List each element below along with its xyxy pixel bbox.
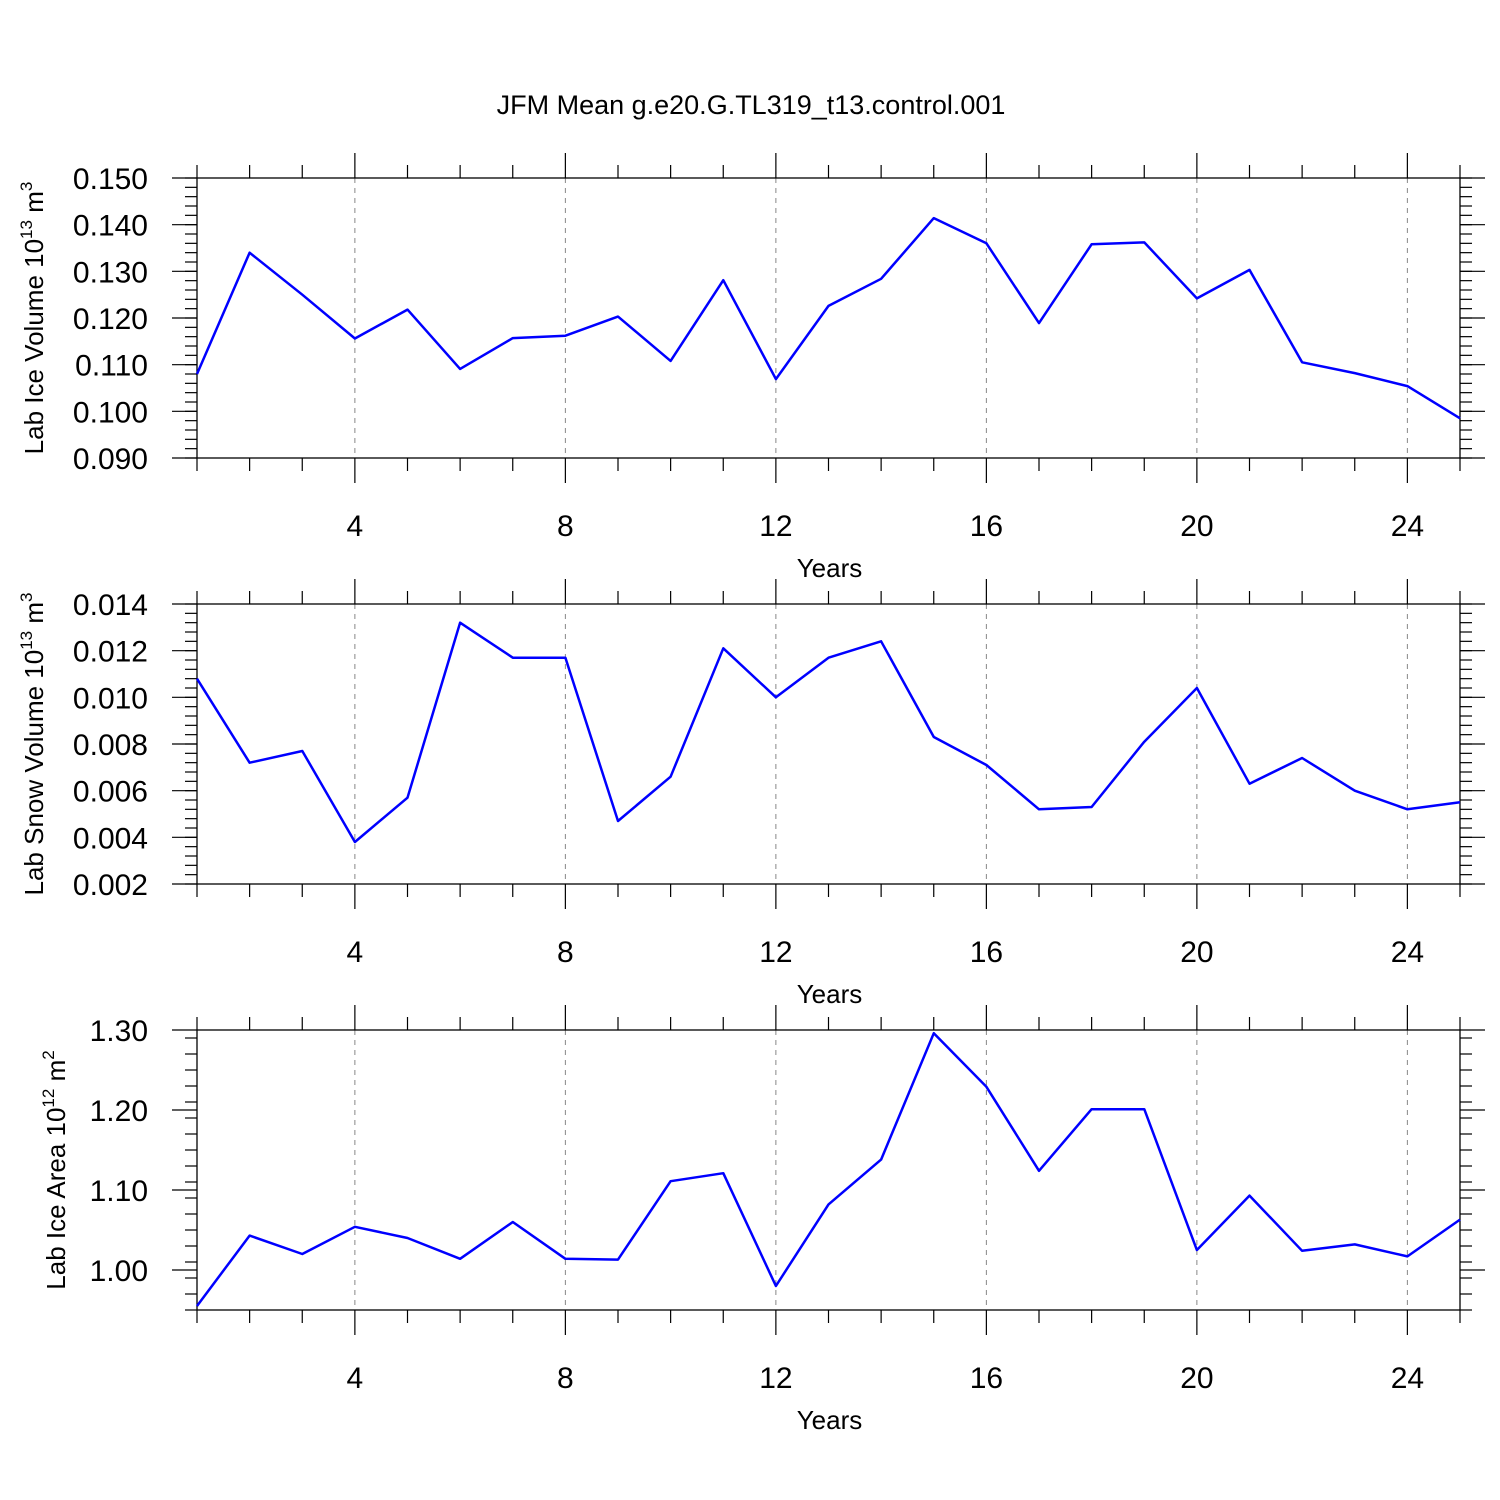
y-tick-label: 0.100 [73,396,148,429]
x-tick-label: 12 [759,1362,792,1395]
y-axis-title: Lab Ice Area 1012 m2 [39,1050,71,1289]
y-axis-title-exponent: 12 [39,1089,58,1108]
x-tick-label: 24 [1391,510,1424,543]
x-tick-label: 20 [1180,936,1213,969]
y-axis-title-unit-exponent: 3 [17,592,36,601]
y-axis-title-exponent: 13 [17,220,36,239]
panels-group: 4 8 12 16 20 240.0900.1000.1100.1200.1300.140… [17,153,1485,1435]
y-axis-title-unit: m [19,191,49,220]
x-tick-label: 8 [557,936,574,969]
x-tick-label: 8 [557,510,574,543]
plot-frame [196,1029,1461,1311]
y-axis-title-text: Lab Ice Volume 10 [19,239,49,454]
y-axis-title-unit-exponent: 3 [17,182,36,191]
y-axis-title-exponent: 13 [17,631,36,650]
series-line [195,216,1461,420]
x-tick-label: 24 [1391,936,1424,969]
x-tick-label: 20 [1180,1362,1213,1395]
panel-1: 4 8 12 16 20 24 0.090 0.100 0.110 0.120 0.130 0.140… [17,153,1485,583]
y-tick-label: 0.090 [73,443,148,476]
y-tick-label: 0.130 [73,256,148,289]
y-axis-title-unit: m [41,1060,71,1089]
x-axis-title: Years [797,553,863,583]
plot-frame [196,603,1461,885]
plot-frame [196,177,1461,459]
y-tick-label: 0.006 [73,776,148,809]
y-tick-label: 0.008 [73,729,148,762]
x-tick-label: 20 [1180,510,1213,543]
y-tick-label: 0.014 [73,589,148,622]
x-tick-label: 24 [1391,1362,1424,1395]
y-tick-label: 1.20 [90,1095,148,1128]
y-axis-title-text: Lab Ice Area 10 [41,1108,71,1290]
panel-3: 4 8 12 16 20 24 1.00 1.10 1.20 1.30 Years Lab Ice A… [39,1005,1485,1435]
x-tick-label: 16 [970,936,1003,969]
x-tick-label: 16 [970,510,1003,543]
x-tick-label: 12 [759,510,792,543]
y-axis-title: Lab Ice Volume 1013 m3 [17,182,49,455]
y-tick-label: 0.010 [73,682,148,715]
y-tick-label: 0.140 [73,210,148,243]
y-tick-label: 0.002 [73,869,148,902]
y-tick-label: 0.110 [75,350,148,383]
x-tick-label: 4 [347,936,364,969]
y-tick-label: 0.150 [73,163,148,196]
x-tick-label: 4 [347,510,364,543]
y-tick-label: 1.30 [90,1015,148,1048]
x-axis-title: Years [797,979,863,1009]
x-tick-label: 8 [557,1362,574,1395]
y-tick-label: 1.10 [90,1175,148,1208]
y-axis-title-unit: m [19,602,49,631]
panel-2: 4 8 12 16 20 24 0.002 0.004 0.006 0.008 0.010 0.012… [17,579,1485,1009]
y-tick-label: 0.004 [73,822,148,855]
y-tick-label: 0.012 [73,636,148,669]
series-line [195,621,1461,844]
y-axis-title-unit-exponent: 2 [39,1050,58,1059]
x-tick-label: 12 [759,936,792,969]
y-tick-label: 0.120 [73,303,148,336]
chart-title: JFM Mean g.e20.G.TL319_t13.control.001 [497,90,1006,120]
y-tick-label: 1.00 [90,1255,148,1288]
x-tick-label: 16 [970,1362,1003,1395]
x-axis-title: Years [797,1405,863,1435]
y-axis-title-text: Lab Snow Volume 10 [19,650,49,896]
y-axis-title: Lab Snow Volume 1013 m3 [17,592,49,895]
x-tick-label: 4 [347,1362,364,1395]
series-line [195,1031,1461,1307]
